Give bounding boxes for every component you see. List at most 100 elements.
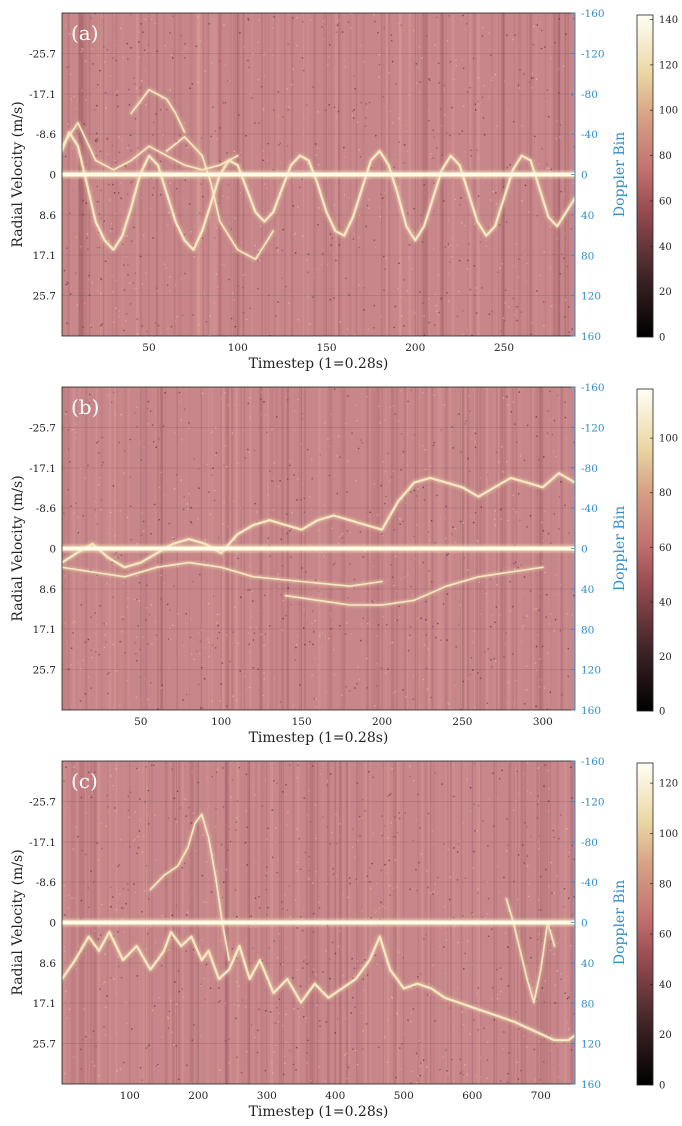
colorbar-tick-label: 40 [659,597,672,608]
signature-trace [62,930,575,1042]
chart-svg: (a) -25.7 -17.1 -8.6 0 8.6 17.1 25.7 -160 -120 -80… [10,8,678,372]
grid [62,387,575,710]
signature-trace [62,561,383,587]
y2-tick-label: 0 [581,918,588,930]
signature-trace [284,566,544,606]
y-tick-label: 0 [49,544,56,556]
signature-trace [62,131,575,251]
y-tick-label: 0 [49,918,56,930]
colorbar-tick-label: 20 [659,1030,672,1041]
x-tick-label: 200 [188,1090,208,1102]
y-tick-label: -17.1 [29,89,56,101]
signature-trace [505,898,556,1004]
y-axis-label: Radial Velocity (m/s) [10,475,26,621]
colorbar-tick-label: 100 [659,106,678,117]
x-tick-label: 150 [292,716,312,728]
colorbar-tick-label: 120 [659,779,678,790]
colorbar-tick-label: 100 [659,829,678,840]
y-tick-label: 8.6 [39,210,56,222]
colorbar-tick-label: 80 [659,879,672,890]
y2-tick-label: -160 [581,382,605,394]
y2-tick-label: -160 [581,756,605,768]
y2-axis-label: Doppler Bin [612,506,628,591]
signature-trace [130,88,186,133]
x-tick-label: 250 [452,716,472,728]
colorbar [636,762,654,1086]
x-tick-label: 150 [316,342,336,354]
x-tick-label: 400 [325,1090,345,1102]
colorbar-tick-label: 60 [659,196,672,207]
y-tick-label: 25.7 [33,291,56,303]
y2-tick-label: -40 [581,877,598,889]
panel-label: (a) [71,21,99,45]
y-tick-label: 17.1 [33,250,56,262]
y2-tick-label: 120 [581,291,601,303]
y-tick-label: 25.7 [33,665,56,677]
y-tick-label: 0 [49,170,56,182]
y-tick-label: -17.1 [29,837,56,849]
y2-tick-label: -80 [581,89,598,101]
signature-traces [62,812,575,1043]
panel-label: (c) [71,769,98,793]
y-axis-label: Radial Velocity (m/s) [10,101,26,247]
colorbar-tick-label: 80 [659,151,672,162]
y2-tick-label: 160 [581,331,601,343]
signature-traces [62,470,575,607]
x-tick-label: 100 [228,342,248,354]
x-tick-label: 200 [405,342,425,354]
y2-tick-label: 160 [581,705,601,717]
y2-tick-label: -80 [581,463,598,475]
y2-axis-label: Doppler Bin [612,132,628,217]
y-tick-label: 25.7 [33,1039,56,1051]
y-tick-label: -25.7 [29,796,56,808]
y2-tick-label: 80 [581,998,594,1010]
x-axis-label: Timestep (1=0.28s) [249,356,389,372]
y-tick-label: -25.7 [29,48,56,60]
y2-tick-label: 80 [581,624,594,636]
y-tick-label: 17.1 [33,624,56,636]
x-tick-label: 300 [257,1090,277,1102]
y2-tick-label: 40 [581,210,594,222]
y2-tick-label: -40 [581,503,598,515]
colorbar-tick-label: 40 [659,242,672,253]
y2-tick-label: -120 [581,48,605,60]
colorbar-tick-label: 140 [659,15,678,26]
x-tick-label: 100 [211,716,231,728]
colorbar-tick-label: 60 [659,930,672,941]
colorbar [636,388,654,712]
y2-tick-label: -160 [581,8,605,20]
zero-doppler-line [62,546,575,551]
colorbar-tick-label: 0 [659,1081,665,1092]
x-tick-label: 300 [533,716,553,728]
x-axis-label: Timestep (1=0.28s) [249,730,389,746]
y2-tick-label: 120 [581,1039,601,1051]
x-tick-label: 50 [142,342,155,354]
colorbar-tick-label: 20 [659,287,672,298]
y2-tick-label: -80 [581,837,598,849]
y-tick-label: 8.6 [39,584,56,596]
x-tick-label: 50 [134,716,147,728]
signature-trace [165,136,274,261]
chart-svg: (c) -25.7 -17.1 -8.6 0 8.6 17.1 25.7 -160 -120 -80… [10,756,678,1120]
x-tick-label: 600 [462,1090,482,1102]
y2-tick-label: 120 [581,665,601,677]
y2-tick-label: -120 [581,796,605,808]
y-tick-label: -8.6 [36,503,57,515]
signature-trace [62,472,575,569]
y2-tick-label: 0 [581,170,588,182]
colorbar-tick-label: 0 [659,707,665,718]
y-tick-label: 8.6 [39,958,56,970]
x-tick-label: 200 [372,716,392,728]
y-tick-label: 17.1 [33,998,56,1010]
y2-tick-label: 40 [581,958,594,970]
signature-traces [62,87,575,262]
signature-trace [149,813,230,961]
x-tick-label: 250 [494,342,514,354]
zero-doppler-line [62,172,575,177]
panel-a: (a) -25.7 -17.1 -8.6 0 8.6 17.1 25.7 -160 -120 -80… [0,0,682,374]
panel-b: (b) -25.7 -17.1 -8.6 0 8.6 17.1 25.7 -160 -120 -80… [0,374,682,748]
x-axis-label: Timestep (1=0.28s) [249,1104,389,1120]
colorbar-tick-label: 60 [659,543,672,554]
y2-tick-label: -120 [581,422,605,434]
zero-doppler-line [62,920,575,925]
